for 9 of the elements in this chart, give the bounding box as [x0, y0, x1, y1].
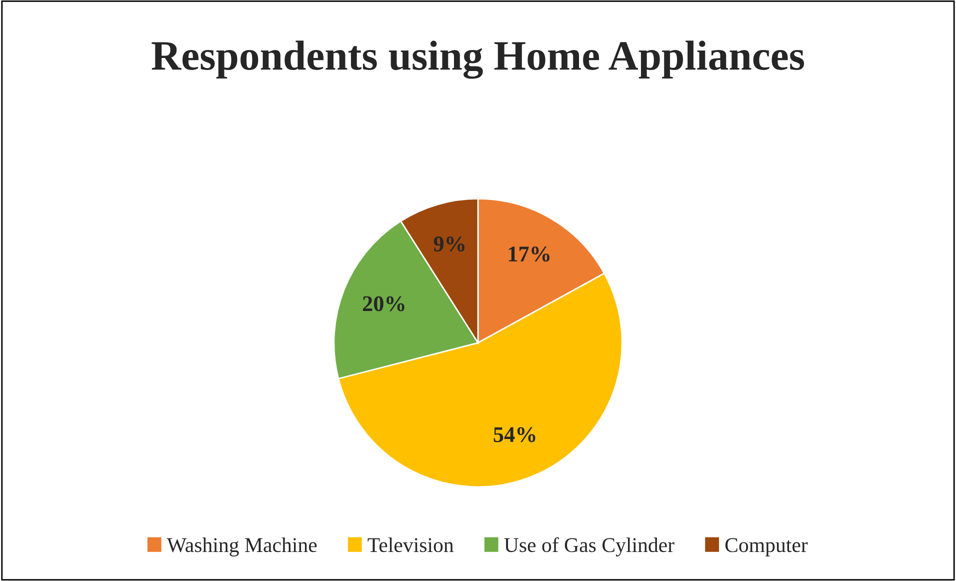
data-label: 17%: [508, 246, 550, 262]
chart-title: Respondents using Home Appliances: [152, 40, 804, 79]
data-label: 20%: [362, 296, 404, 312]
legend-label: Use of Gas Cylinder: [504, 537, 674, 556]
legend-label: Washing Machine: [166, 537, 317, 556]
data-label: 54%: [494, 427, 536, 442]
data-label: 9%: [434, 236, 464, 252]
legend-label: Computer: [725, 538, 808, 556]
legend-label: Television: [368, 537, 454, 552]
